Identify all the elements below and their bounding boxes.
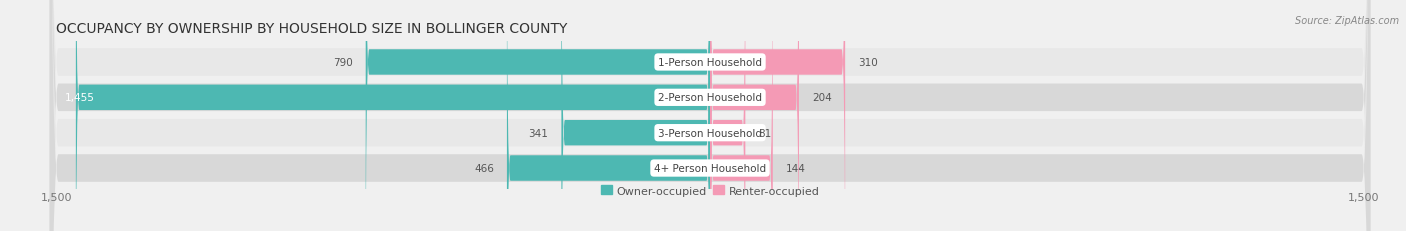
Text: Source: ZipAtlas.com: Source: ZipAtlas.com — [1295, 16, 1399, 26]
FancyBboxPatch shape — [49, 0, 1371, 231]
Text: 310: 310 — [858, 58, 877, 68]
FancyBboxPatch shape — [710, 0, 799, 231]
FancyBboxPatch shape — [366, 0, 710, 231]
FancyBboxPatch shape — [710, 0, 845, 231]
Legend: Owner-occupied, Renter-occupied: Owner-occupied, Renter-occupied — [600, 185, 820, 196]
FancyBboxPatch shape — [49, 0, 1371, 231]
Text: 1,455: 1,455 — [65, 93, 94, 103]
Text: 3-Person Household: 3-Person Household — [658, 128, 762, 138]
Text: 144: 144 — [786, 163, 806, 173]
Text: OCCUPANCY BY OWNERSHIP BY HOUSEHOLD SIZE IN BOLLINGER COUNTY: OCCUPANCY BY OWNERSHIP BY HOUSEHOLD SIZE… — [56, 22, 568, 36]
Text: 4+ Person Household: 4+ Person Household — [654, 163, 766, 173]
Text: 81: 81 — [758, 128, 772, 138]
Text: 341: 341 — [529, 128, 548, 138]
Text: 790: 790 — [333, 58, 353, 68]
Text: 466: 466 — [474, 163, 494, 173]
FancyBboxPatch shape — [710, 0, 773, 231]
FancyBboxPatch shape — [49, 0, 1371, 231]
Text: 1-Person Household: 1-Person Household — [658, 58, 762, 68]
Text: 204: 204 — [813, 93, 832, 103]
Text: 2-Person Household: 2-Person Household — [658, 93, 762, 103]
FancyBboxPatch shape — [561, 0, 710, 231]
FancyBboxPatch shape — [76, 0, 710, 231]
FancyBboxPatch shape — [49, 0, 1371, 231]
FancyBboxPatch shape — [508, 0, 710, 231]
FancyBboxPatch shape — [710, 0, 745, 231]
